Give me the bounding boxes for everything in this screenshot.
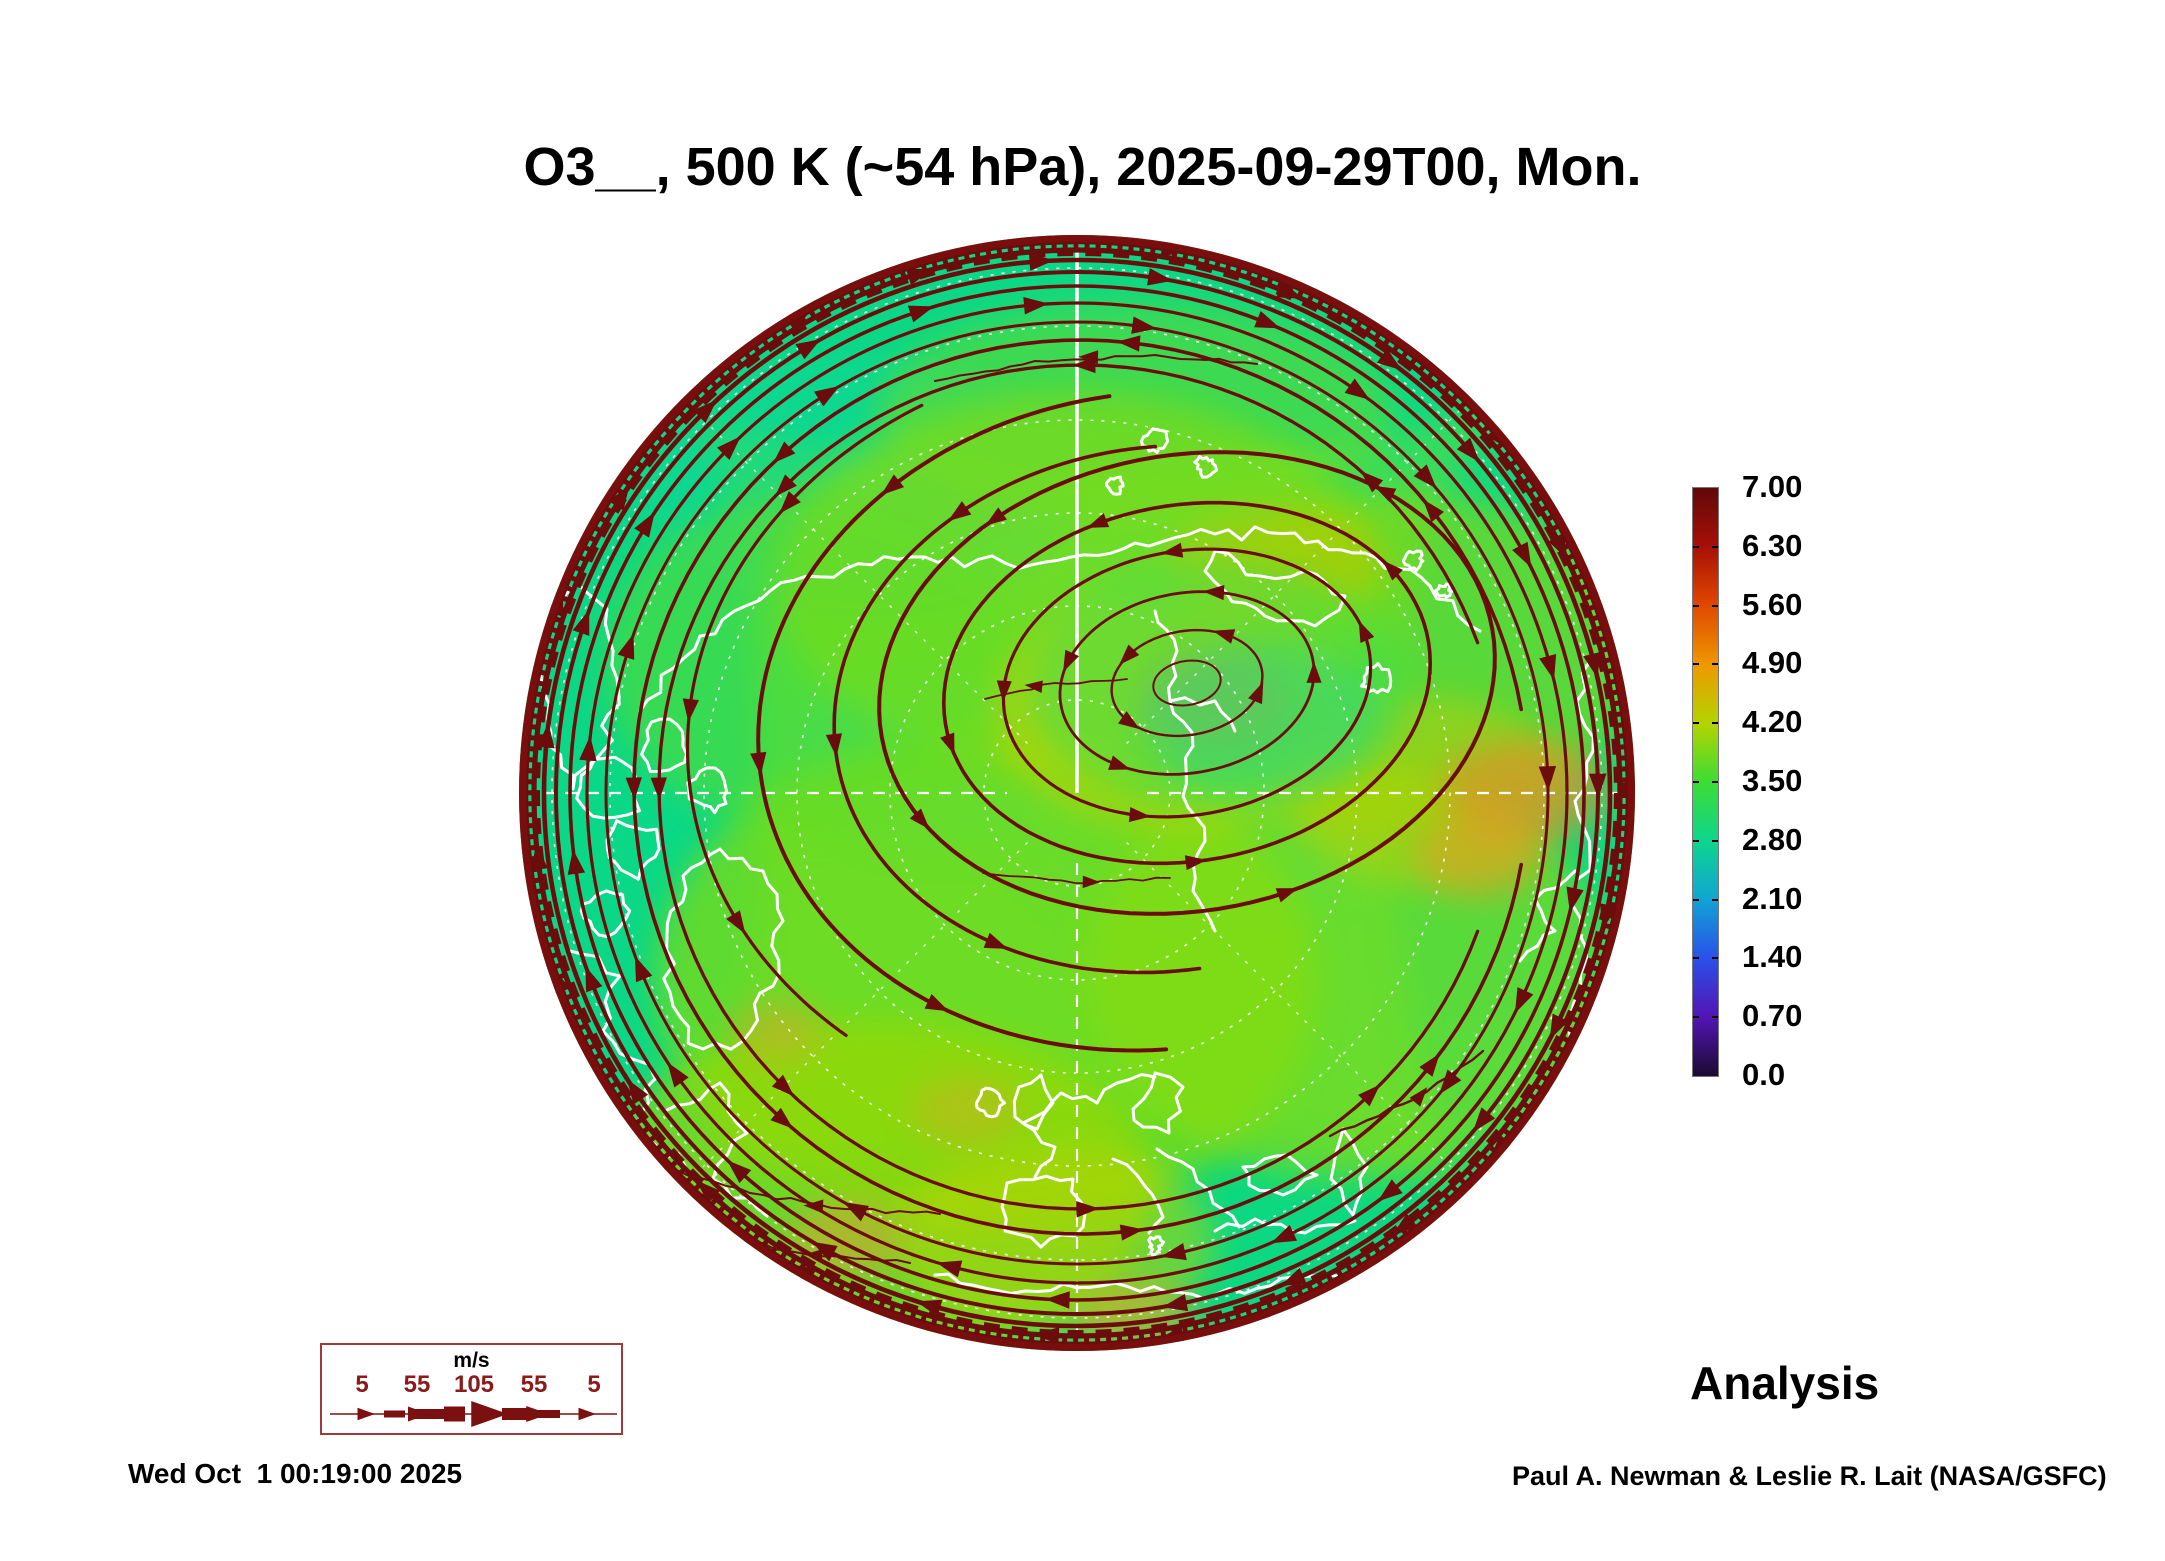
colorbar-tick-label: 0.0 xyxy=(1742,1057,1786,1092)
colorbar-tick xyxy=(1712,604,1718,607)
colorbar-tick-label: 6.30 xyxy=(1742,527,1803,563)
colorbar-tick xyxy=(1712,839,1718,842)
wind-units-label: m/s xyxy=(453,1349,490,1372)
colorbar-labels: 7.00 6.30 5.60 4.90 4.20 3.50 2.80 2.10 1.40 0.70… xyxy=(1742,469,1882,1092)
colorbar-tick-label: 1.40 xyxy=(1742,939,1803,975)
colorbar-tick xyxy=(1693,1016,1699,1019)
colorbar-tick xyxy=(1712,957,1718,960)
wind-speed-label: 5 xyxy=(355,1371,369,1398)
colorbar-tick xyxy=(1693,781,1699,783)
wind-speed-label: 55 xyxy=(520,1371,548,1398)
colorbar-tick xyxy=(1693,545,1699,548)
colorbar-tick-label: 4.20 xyxy=(1742,704,1803,740)
colorbar-tick-label: 0.70 xyxy=(1742,998,1803,1034)
graticule xyxy=(521,237,1633,1349)
wind-speed-legend: m/s 5 55 105 55 5 xyxy=(320,1343,623,1435)
creation-timestamp: Wed Oct 1 00:19:00 2025 xyxy=(128,1458,463,1489)
wind-arrow-scale-icon xyxy=(330,1400,617,1428)
colorbar-tick xyxy=(1712,898,1718,901)
colorbar-tick-label: 7.00 xyxy=(1742,469,1803,504)
colorbar-tick xyxy=(1712,781,1718,783)
wind-streamlines xyxy=(521,237,1635,1349)
colorbar xyxy=(1692,487,1719,1077)
wind-speed-label: 105 xyxy=(453,1371,495,1398)
colorbar-tick xyxy=(1712,545,1718,548)
colorbar-tick xyxy=(1693,898,1699,901)
plot-title: O3__, 500 K (~54 hPa), 2025-09-29T00, Mo… xyxy=(523,137,1642,197)
wind-speed-label: 5 xyxy=(587,1371,601,1398)
wind-speed-label: 55 xyxy=(403,1371,431,1398)
colorbar-tick-label: 2.10 xyxy=(1742,880,1803,916)
colorbar-tick-label: 3.50 xyxy=(1742,763,1803,798)
colorbar-tick xyxy=(1712,663,1718,666)
colorbar-tick xyxy=(1693,839,1699,842)
colorbar-tick-label: 2.80 xyxy=(1742,821,1803,857)
colorbar-tick-label: 5.60 xyxy=(1742,586,1803,622)
map-rim xyxy=(519,235,1635,1351)
credit-line: Paul A. Newman & Leslie R. Lait (NASA/GS… xyxy=(1512,1461,2107,1491)
colorbar-tick xyxy=(1712,1016,1718,1019)
colorbar-tick xyxy=(1693,957,1699,960)
analysis-label: Analysis xyxy=(1690,1357,1880,1409)
colorbar-tick-label: 4.90 xyxy=(1742,645,1803,681)
colorbar-tick xyxy=(1693,722,1699,725)
colorbar-tick xyxy=(1693,663,1699,666)
colorbar-tick xyxy=(1712,722,1718,725)
polar-map xyxy=(515,231,1639,1355)
polar-map-svg xyxy=(519,235,1635,1351)
colorbar-tick xyxy=(1693,604,1699,607)
